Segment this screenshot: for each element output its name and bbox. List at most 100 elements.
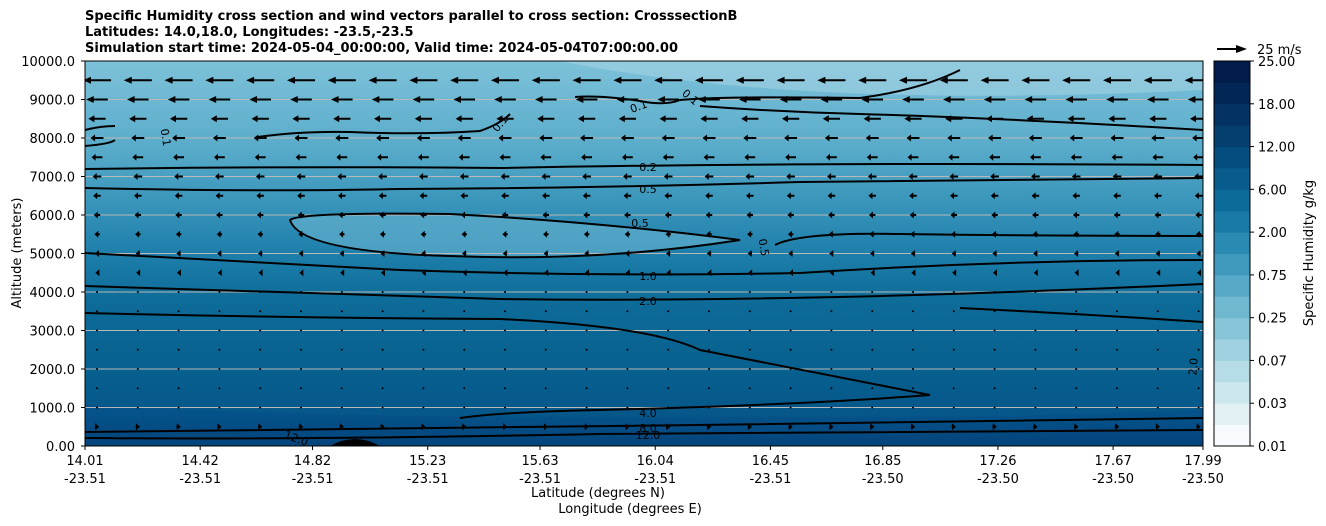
wind-vector-head	[583, 211, 588, 219]
wind-vector-head	[950, 211, 955, 219]
wind-vector	[871, 329, 874, 332]
wind-vector	[912, 310, 914, 313]
wind-vector-head	[90, 134, 96, 142]
wind-vector-head	[462, 423, 467, 431]
colorbar-band	[1214, 296, 1250, 319]
wind-vector	[585, 291, 588, 293]
y-tick-label: 6000.0	[30, 209, 76, 224]
quiver-key-arrowhead	[1236, 45, 1247, 53]
wind-vector-head	[939, 76, 948, 84]
wind-vector-head	[983, 96, 992, 103]
wind-vector-head	[499, 153, 504, 161]
wind-vector-head	[1112, 173, 1117, 180]
wind-vector-head	[990, 173, 995, 180]
wind-vector	[1156, 291, 1159, 293]
wind-vector-head	[1147, 96, 1155, 103]
wind-vector	[300, 348, 302, 351]
wind-vector-head	[164, 76, 173, 84]
wind-vector-head	[338, 211, 343, 219]
wind-vector-head	[623, 173, 628, 180]
wind-vector	[789, 348, 792, 351]
contour-line	[288, 212, 741, 259]
wind-vector-head	[88, 115, 95, 123]
wind-vector-head	[659, 115, 666, 123]
wind-vector-head	[784, 134, 789, 142]
wind-vector	[1075, 329, 1078, 332]
x-tick-label-lon: -23.51	[179, 472, 221, 487]
x-axis-label-longitude: Longitude (degrees E)	[558, 502, 702, 517]
wind-vector-head	[706, 250, 711, 257]
x-axis-ticks: 14.01 -23.51 14.42 -23.51 14.82 -23.51 15.23 -2…	[64, 446, 1224, 487]
y-tick-label: 8000.0	[30, 132, 76, 147]
colorbar-band	[1214, 61, 1250, 83]
x-tick-label-lat: 14.42	[182, 454, 219, 469]
wind-vector	[1156, 368, 1159, 370]
wind-vector-head	[572, 76, 581, 84]
wind-vector	[708, 291, 710, 293]
wind-vector	[136, 348, 139, 351]
wind-vector	[1156, 348, 1159, 351]
contour-label: 0.5	[639, 183, 657, 196]
wind-vector-head	[543, 230, 548, 238]
colorbar-tick-label: 12.00	[1258, 141, 1295, 156]
wind-vector	[585, 387, 588, 390]
wind-vector	[1034, 310, 1037, 313]
colorbar-band	[1214, 424, 1250, 447]
x-tick-label-lon: -23.51	[292, 472, 334, 487]
wind-vector-head	[947, 134, 952, 142]
wind-vector-head	[665, 230, 670, 238]
wind-vector	[96, 406, 98, 409]
wind-vector	[626, 329, 629, 332]
y-tick-label: 10000.0	[21, 55, 75, 70]
wind-vector-head	[409, 76, 418, 84]
wind-vector-head	[829, 250, 834, 257]
wind-vector-head	[863, 115, 870, 123]
wind-vector-head	[657, 96, 665, 103]
wind-vector	[259, 368, 262, 370]
wind-vector	[544, 291, 547, 293]
wind-vector-head	[829, 423, 834, 431]
contour-line	[85, 163, 1203, 170]
wind-vector-head	[537, 115, 544, 123]
y-tick-label: 0.00	[46, 440, 75, 455]
wind-vector-head	[625, 269, 630, 277]
wind-vector-head	[788, 269, 793, 277]
wind-vector-head	[498, 134, 504, 142]
wind-vector-head	[743, 134, 748, 142]
colorbar-tick-label: 0.01	[1258, 440, 1287, 455]
wind-vector-head	[904, 115, 911, 123]
wind-vector-head	[85, 76, 91, 84]
wind-vector	[218, 310, 221, 313]
wind-vector-head	[1114, 250, 1119, 257]
x-tick-label-lon: -23.51	[407, 472, 449, 487]
wind-vector-head	[1115, 423, 1120, 431]
wind-vector	[1156, 387, 1159, 390]
wind-vector-head	[623, 192, 628, 200]
wind-vector	[993, 329, 996, 332]
y-tick-label: 2000.0	[30, 363, 76, 378]
chart-title-line-1: Specific Humidity cross section and wind…	[85, 9, 738, 24]
colorbar-tick-label: 2.00	[1258, 226, 1287, 241]
contour-line	[85, 125, 116, 131]
wind-vector	[381, 310, 384, 313]
wind-vector-head	[584, 269, 589, 277]
x-axis-label-latitude: Latitude (degrees N)	[531, 486, 665, 501]
wind-vector	[340, 387, 343, 390]
plot-area	[85, 61, 1203, 446]
wind-vector-head	[412, 96, 421, 103]
colorbar-tick-label: 6.00	[1258, 183, 1287, 198]
wind-vector	[667, 310, 670, 313]
wind-vector-head	[503, 423, 508, 431]
wind-vector-head	[820, 96, 829, 103]
wind-vector-head	[1028, 134, 1034, 142]
wind-vector-head	[1196, 423, 1201, 431]
wind-vector	[463, 329, 466, 332]
wind-vector-head	[707, 423, 712, 431]
wind-vector-head	[582, 192, 587, 200]
wind-vector	[1156, 329, 1159, 332]
wind-vector-head	[909, 192, 914, 200]
wind-vector-head	[176, 269, 181, 277]
wind-vector	[789, 291, 792, 293]
wind-vector-head	[948, 153, 953, 161]
y-tick-label: 1000.0	[30, 402, 76, 417]
